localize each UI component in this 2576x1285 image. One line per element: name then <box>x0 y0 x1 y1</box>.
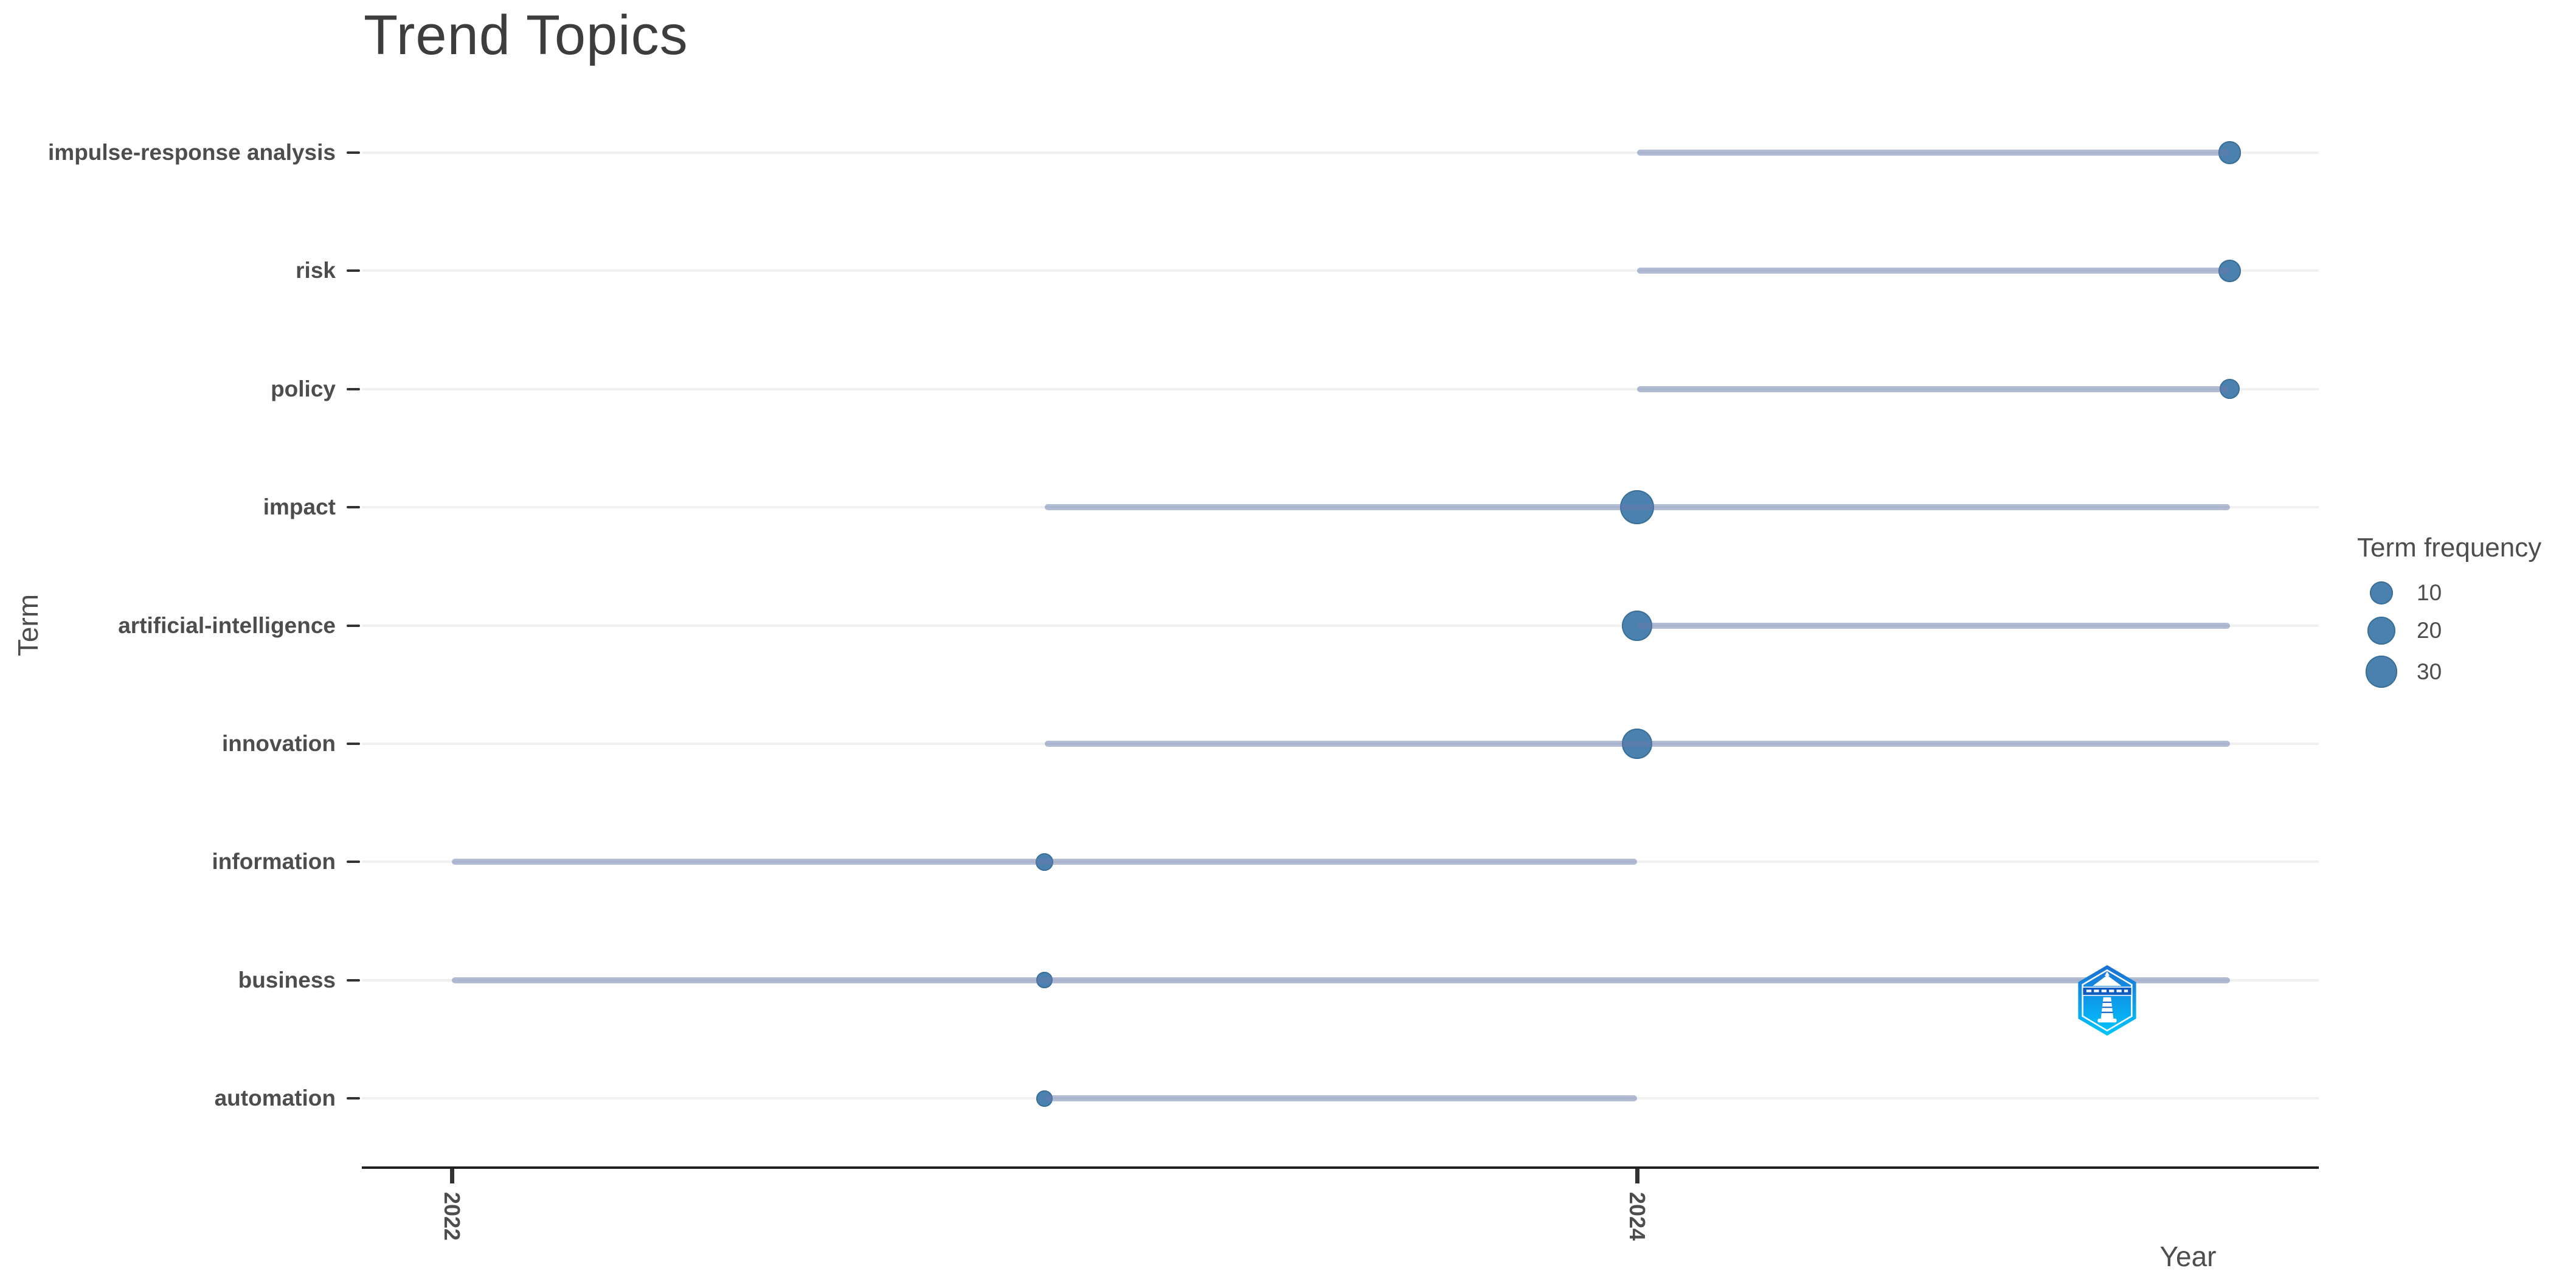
x-axis-line <box>362 1166 2319 1169</box>
y-tick-mark <box>347 387 360 390</box>
legend-title: Term frequency <box>2357 533 2542 563</box>
x-tick-mark <box>450 1169 454 1183</box>
y-tick-label-term: artificial-intelligence <box>118 612 336 638</box>
legend-size-bubble <box>2365 656 2398 688</box>
x-tick-label-year: 2024 <box>1625 1191 1650 1241</box>
y-tick-label-term: automation <box>214 1086 336 1111</box>
legend-item: 30 <box>2357 656 2576 688</box>
x-axis-title: Year <box>2159 1241 2217 1272</box>
row-gridline <box>362 151 2319 154</box>
y-tick-label-term: business <box>238 967 336 992</box>
legend-bubble-cell <box>2357 581 2406 604</box>
biblioshiny-logo <box>2078 965 2136 1036</box>
chart-title: Trend Topics <box>364 4 688 66</box>
legend-bubble-cell <box>2357 656 2406 688</box>
x-tick-label-year: 2022 <box>440 1191 465 1241</box>
size-legend: Term frequency 10 20 30 <box>2357 533 2576 699</box>
legend-item: 20 <box>2357 617 2576 645</box>
y-tick-mark <box>347 743 360 745</box>
term-year-range-line <box>1637 150 2230 156</box>
y-tick-label-term: risk <box>296 258 336 283</box>
legend-bubble-cell <box>2357 617 2406 645</box>
term-year-range-line <box>1637 622 2230 629</box>
y-tick-label-term: policy <box>271 376 336 401</box>
term-year-range-line <box>1044 741 2230 747</box>
term-year-range-line <box>452 977 2230 983</box>
row-gridline <box>362 269 2319 272</box>
y-tick-mark <box>347 269 360 272</box>
y-tick-mark <box>347 1097 360 1100</box>
y-tick-mark <box>347 151 360 154</box>
y-tick-mark <box>347 506 360 509</box>
y-tick-mark <box>347 978 360 982</box>
term-year-range-line <box>1044 1095 1637 1102</box>
row-gridline <box>362 387 2319 390</box>
y-tick-mark <box>347 624 360 627</box>
y-tick-label-term: impact <box>263 494 336 520</box>
legend-item: 10 <box>2357 580 2576 606</box>
legend-value-label: 10 <box>2417 580 2442 605</box>
legend-size-bubble <box>2370 581 2393 604</box>
y-tick-label-term: information <box>212 849 336 875</box>
term-year-range-line <box>452 859 1637 865</box>
legend-value-label: 30 <box>2417 659 2442 684</box>
y-tick-label-term: impulse-response analysis <box>48 140 336 165</box>
y-tick-label-term: innovation <box>221 731 336 756</box>
hexagon-badge-icon <box>2078 965 2136 1036</box>
term-year-range-line <box>1637 268 2230 274</box>
y-tick-mark <box>347 861 360 864</box>
row-gridline <box>362 624 2319 627</box>
x-tick-mark <box>1635 1169 1639 1183</box>
legend-size-bubble <box>2367 617 2396 645</box>
legend-rows: 10 20 30 <box>2357 580 2576 688</box>
term-year-range-line <box>1637 386 2230 392</box>
term-year-range-line <box>1044 504 2230 511</box>
legend-value-label: 20 <box>2417 618 2442 643</box>
